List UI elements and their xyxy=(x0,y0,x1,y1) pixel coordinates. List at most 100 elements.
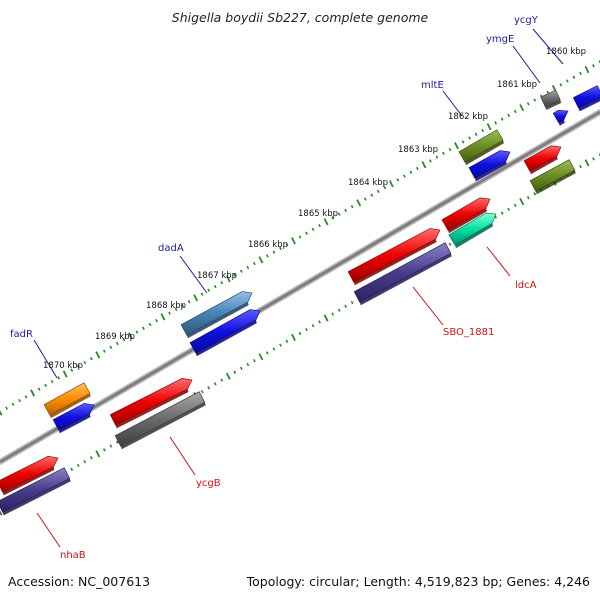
tick-mark xyxy=(519,197,525,206)
tick-mark xyxy=(181,303,185,308)
tick-mark xyxy=(252,261,256,266)
tick-mark xyxy=(298,331,302,336)
tick-mark xyxy=(207,386,211,390)
summary-text: Topology: circular; Length: 4,519,823 bp… xyxy=(246,574,590,589)
leader-SBO_1881 xyxy=(412,286,444,326)
tick-mark xyxy=(233,370,237,374)
tick-mark xyxy=(0,409,3,416)
tick-mark xyxy=(584,65,590,74)
cds-fwd-1-shade xyxy=(558,119,565,126)
tick-mark xyxy=(579,164,582,169)
tick-mark xyxy=(526,102,530,106)
tick-mark xyxy=(174,307,178,311)
tick-mark xyxy=(481,128,485,133)
gene-ymgE-shade xyxy=(545,100,562,110)
tick-mark xyxy=(246,265,250,270)
tick-mark xyxy=(233,273,237,277)
scale-label: 1864 kbp xyxy=(348,178,388,188)
genome-backbone xyxy=(0,109,600,465)
tick-mark xyxy=(383,185,387,190)
tick-mark xyxy=(258,256,264,264)
tick-mark xyxy=(127,332,133,340)
tick-mark xyxy=(160,313,166,321)
tick-mark xyxy=(272,347,276,351)
scale-label: 1865 kbp xyxy=(298,209,338,219)
tick-mark xyxy=(305,327,308,332)
gene-SBO_1881-shade xyxy=(359,253,452,306)
tick-mark xyxy=(318,223,321,228)
tick-mark xyxy=(220,281,224,285)
tick-mark xyxy=(95,351,101,359)
accession-text: Accession: NC_007613 xyxy=(8,574,150,589)
tick-mark xyxy=(494,121,498,125)
tick-mark xyxy=(62,370,68,378)
tick-mark xyxy=(396,178,400,182)
scale-label: 1868 kbp xyxy=(146,301,186,311)
tick-mark xyxy=(298,235,302,239)
tick-mark xyxy=(213,284,217,289)
tick-mark xyxy=(109,444,113,448)
tick-mark xyxy=(200,292,204,296)
tick-mark xyxy=(142,326,145,330)
cds-rev-3 xyxy=(347,228,441,283)
leader-ycgY xyxy=(532,28,564,65)
tick-mark xyxy=(83,360,87,365)
tick-mark xyxy=(500,117,504,121)
tick-mark xyxy=(285,339,289,343)
scale-label: 1869 kbp xyxy=(95,332,135,342)
map-title: Shigella boydii Sb227, complete genome xyxy=(172,10,429,25)
leader-nhaB xyxy=(36,512,61,548)
gene-label-ycgB: ycgB xyxy=(196,478,221,489)
cds-fwd-3-shade xyxy=(195,320,257,357)
tick-mark xyxy=(344,208,348,213)
leader-ymgE xyxy=(512,45,541,84)
scale-label: 1866 kbp xyxy=(248,240,288,250)
cds-fwd-4-shade xyxy=(58,414,91,434)
gene-label-SBO_1881: SBO_1881 xyxy=(443,327,494,338)
tick-mark xyxy=(102,448,106,452)
tick-mark xyxy=(285,242,289,247)
tick-mark xyxy=(89,357,93,361)
tick-mark xyxy=(83,459,87,464)
tick-mark xyxy=(187,300,191,304)
leader-dadA xyxy=(179,255,208,294)
tick-mark xyxy=(18,398,21,403)
tick-mark xyxy=(448,242,452,246)
tick-mark xyxy=(572,75,576,79)
tick-mark xyxy=(115,440,119,444)
leader-ycgB xyxy=(169,436,196,476)
gene-ycgY-shade xyxy=(578,97,600,112)
tick-mark xyxy=(193,294,199,302)
tick-mark xyxy=(448,147,452,152)
tick-mark xyxy=(584,159,590,167)
tick-mark xyxy=(323,314,329,322)
tick-mark xyxy=(135,330,139,334)
gene-ycgY xyxy=(572,85,600,109)
scale-label: 1861 kbp xyxy=(497,80,537,90)
tick-mark xyxy=(279,246,282,251)
tick-mark xyxy=(565,79,569,83)
scale-label: 1862 kbp xyxy=(448,112,488,122)
tick-mark xyxy=(220,378,224,382)
tick-mark xyxy=(239,366,243,371)
gene-olive-rev-shade xyxy=(535,170,576,195)
tick-mark xyxy=(331,216,335,220)
tick-mark xyxy=(24,395,28,399)
tick-mark xyxy=(513,109,517,114)
tick-mark xyxy=(148,322,152,327)
tick-mark xyxy=(168,311,171,315)
cds-rev-4 xyxy=(109,377,193,426)
tick-mark xyxy=(258,353,264,361)
tick-mark xyxy=(415,166,419,171)
tick-mark xyxy=(291,237,296,245)
tick-mark xyxy=(337,212,341,216)
tick-mark xyxy=(11,402,15,407)
tick-mark xyxy=(318,320,321,324)
tick-mark xyxy=(409,170,413,174)
scale-labels: 1860 kbp 1861 kbp 1862 kbp 1863 kbp 1864 kbp… xyxy=(43,47,586,371)
tick-mark xyxy=(5,406,8,410)
gene-dadA-shade xyxy=(186,302,249,339)
tick-mark xyxy=(579,71,582,76)
cds-rev-5-shade xyxy=(2,466,55,496)
